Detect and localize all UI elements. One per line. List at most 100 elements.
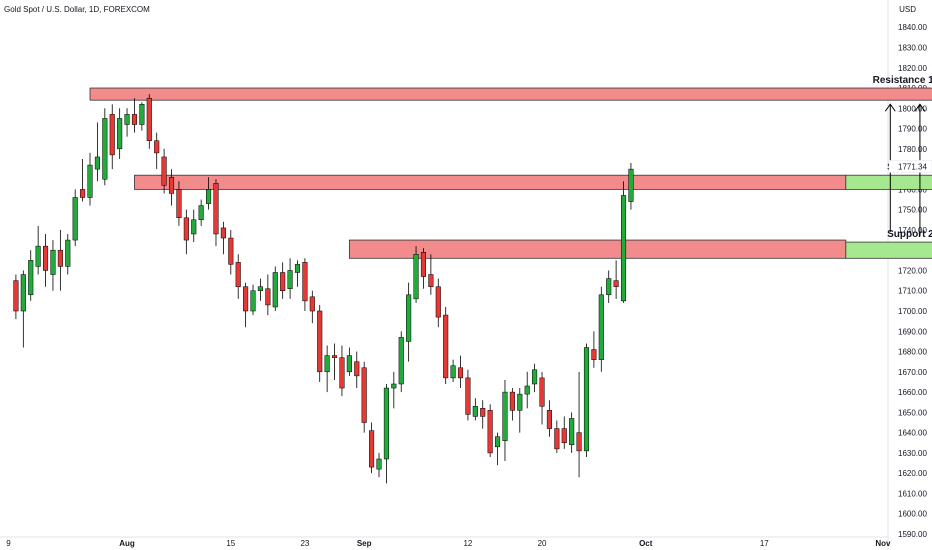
- candle-down: [57, 249, 63, 267]
- candle-down: [213, 183, 219, 235]
- candle-down: [161, 156, 167, 186]
- chart-title: Gold Spot / U.S. Dollar, 1D, FOREXCOM: [4, 5, 150, 14]
- candle-up: [413, 254, 419, 300]
- y-tick-label: 1650.00: [898, 408, 927, 417]
- candle-up: [272, 272, 278, 308]
- candle-up: [250, 290, 256, 312]
- y-tick-label: 1600.00: [898, 510, 927, 519]
- candle-down: [183, 217, 189, 241]
- candle-down: [109, 114, 115, 156]
- candle-down: [43, 245, 49, 271]
- candle-down: [339, 357, 345, 389]
- candle-down: [561, 428, 567, 444]
- last-price-badge: [888, 160, 932, 173]
- candle-up: [102, 118, 108, 180]
- x-tick-label: Sep: [357, 539, 372, 548]
- candle-up: [20, 274, 26, 312]
- y-tick-label: 1680.00: [898, 348, 927, 357]
- y-tick-label: 1620.00: [898, 469, 927, 478]
- candle-up: [598, 294, 604, 360]
- candle-up: [450, 365, 456, 379]
- candle-up: [294, 264, 301, 273]
- candle-up: [65, 239, 71, 267]
- candle-down: [443, 314, 449, 379]
- resistance-zone: [89, 87, 932, 101]
- x-tick-label: Aug: [119, 539, 135, 548]
- candle-down: [80, 189, 86, 198]
- x-tick-label: 9: [6, 539, 11, 548]
- y-tick-label: 1720.00: [898, 266, 927, 275]
- candle-down: [369, 430, 375, 468]
- candle-down: [354, 361, 360, 377]
- x-tick-label: Oct: [639, 539, 653, 548]
- candle-down: [154, 140, 160, 154]
- candle-down: [243, 286, 249, 312]
- last-price-label: 1771.34: [898, 162, 927, 171]
- candle-up: [117, 118, 123, 150]
- y-tick-label: 1760.00: [898, 185, 927, 194]
- candle-down: [228, 237, 234, 265]
- candle-up: [628, 168, 634, 202]
- candle-up: [583, 347, 590, 452]
- candle-down: [13, 280, 19, 312]
- candle-up: [35, 245, 41, 267]
- candle-down: [420, 251, 427, 277]
- y-tick-label: 1660.00: [898, 388, 927, 397]
- y-tick-label: 1640.00: [898, 429, 927, 438]
- candle-up: [524, 385, 530, 395]
- candle-up: [206, 189, 212, 204]
- candle-down: [302, 262, 308, 302]
- candle-down: [428, 274, 434, 287]
- candle-down: [309, 296, 315, 312]
- candle-up: [198, 205, 204, 221]
- candle-down: [487, 410, 493, 454]
- candle-up: [257, 286, 263, 291]
- candle-down: [576, 432, 582, 452]
- y-tick-label: 1750.00: [898, 206, 927, 215]
- candle-down: [235, 262, 241, 287]
- candle-up: [502, 391, 508, 442]
- candle-up: [391, 383, 397, 389]
- candle-down: [220, 227, 226, 239]
- candle-down: [265, 288, 271, 306]
- candle-down: [331, 355, 338, 358]
- candle-up: [376, 458, 382, 470]
- candle-down: [131, 114, 138, 125]
- y-tick-label: 1590.00: [898, 530, 927, 539]
- candle-up: [569, 418, 575, 446]
- target-arrowhead: [884, 103, 896, 112]
- y-tick-label: 1610.00: [898, 489, 927, 498]
- candle-down: [539, 377, 545, 407]
- candle-down: [168, 176, 175, 194]
- y-tick-label: 1830.00: [898, 43, 927, 52]
- candle-up: [517, 393, 523, 411]
- x-tick-label: Nov: [875, 539, 891, 548]
- y-tick-label: 1630.00: [898, 449, 927, 458]
- zone-label: Support 2: [887, 229, 932, 240]
- candle-up: [72, 197, 78, 241]
- target-arrowhead: [914, 103, 926, 112]
- candle-down: [546, 410, 552, 429]
- x-tick-label: 23: [300, 539, 309, 548]
- candle-up: [139, 103, 145, 125]
- candle-down: [613, 280, 619, 287]
- candle-down: [435, 286, 441, 318]
- resistance-zone: [134, 174, 847, 190]
- x-tick-label: 15: [226, 539, 235, 548]
- candle-down: [480, 408, 486, 417]
- candle-up: [124, 114, 130, 125]
- candle-up: [398, 337, 404, 385]
- candle-up: [383, 387, 389, 460]
- candle-up: [287, 270, 293, 289]
- candle-down: [146, 97, 152, 141]
- y-tick-label: 1800.00: [898, 104, 927, 113]
- candle-up: [620, 195, 627, 302]
- candle-up: [406, 294, 412, 342]
- candle-up: [495, 436, 501, 448]
- y-tick-label: 1670.00: [898, 368, 927, 377]
- x-tick-label: 20: [538, 539, 547, 548]
- candle-up: [346, 355, 352, 373]
- candle-down: [361, 367, 367, 423]
- y-tick-label: 1790.00: [898, 125, 927, 134]
